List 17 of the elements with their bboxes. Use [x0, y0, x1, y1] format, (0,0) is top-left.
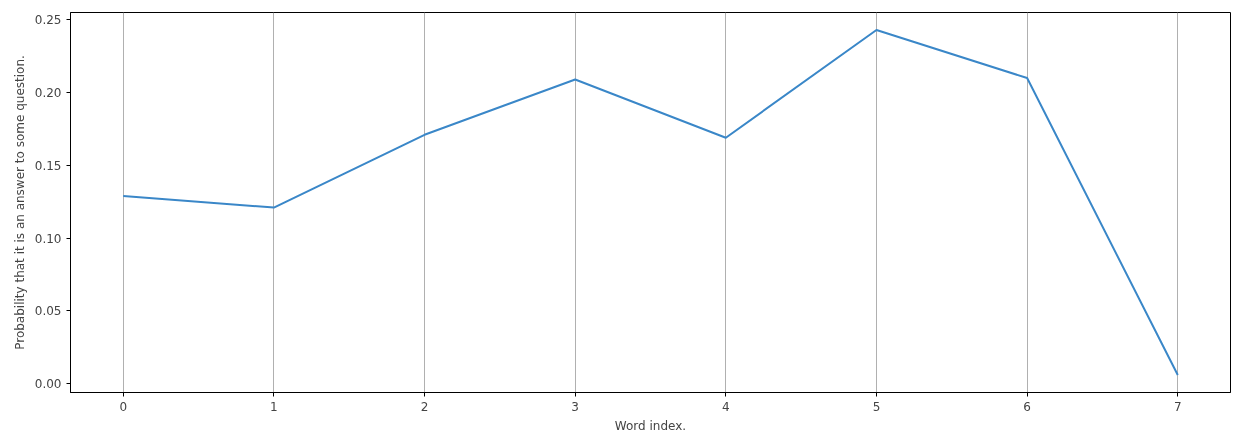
x-axis-title: Word index. [614, 418, 687, 433]
y-tick-label: 0.05 [34, 304, 62, 319]
x-tick-label: 3 [571, 399, 579, 414]
y-tick-label: 0.00 [34, 377, 62, 392]
x-tick-label: 4 [722, 399, 730, 414]
x-tick-label: 5 [872, 399, 881, 414]
y-tick-label: 0.20 [34, 86, 62, 101]
y-axis-title: Probability that it is an answer to some question. [12, 55, 27, 350]
x-tick-label: 7 [1173, 399, 1182, 414]
x-tick-label: 0 [119, 399, 128, 414]
y-tick-label: 0.15 [34, 158, 62, 173]
y-tick-label: 0.25 [34, 13, 62, 28]
y-tick-label: 0.10 [34, 231, 62, 246]
line-series [122, 28, 1179, 377]
x-tick-label: 2 [420, 399, 429, 414]
x-tick-label: 1 [270, 399, 278, 414]
x-tick-label: 6 [1023, 399, 1031, 414]
